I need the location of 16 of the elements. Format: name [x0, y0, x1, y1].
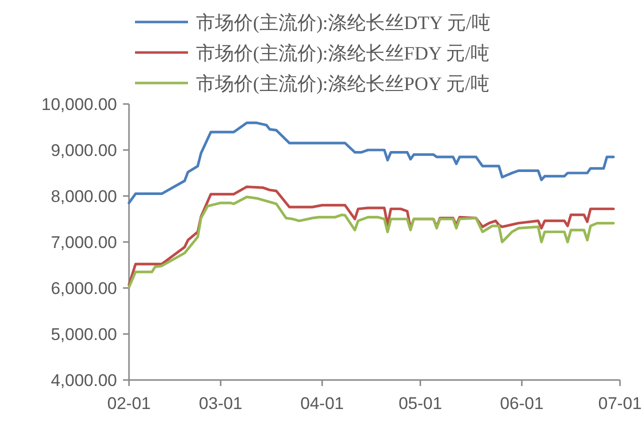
y-tick-label: 4,000.00	[50, 371, 117, 390]
x-tick-label: 05-01	[398, 394, 442, 413]
x-tick-label: 02-01	[107, 394, 151, 413]
x-tick-label: 04-01	[300, 394, 344, 413]
y-tick-label: 9,000.00	[50, 141, 117, 160]
legend-label: 市场价(主流价):涤纶长丝FDY 元/吨	[196, 42, 490, 64]
y-tick-label: 10,000.00	[41, 95, 117, 114]
y-tick-label: 8,000.00	[50, 187, 117, 206]
y-tick-label: 6,000.00	[50, 279, 117, 298]
y-tick-label: 5,000.00	[50, 325, 117, 344]
x-tick-label: 07-01	[598, 394, 642, 413]
legend-label: 市场价(主流价):涤纶长丝DTY 元/吨	[196, 12, 490, 34]
x-tick-label: 06-01	[500, 394, 544, 413]
x-tick-label: 03-01	[198, 394, 242, 413]
y-tick-label: 7,000.00	[50, 233, 117, 252]
legend-label: 市场价(主流价):涤纶长丝POY 元/吨	[196, 73, 490, 95]
